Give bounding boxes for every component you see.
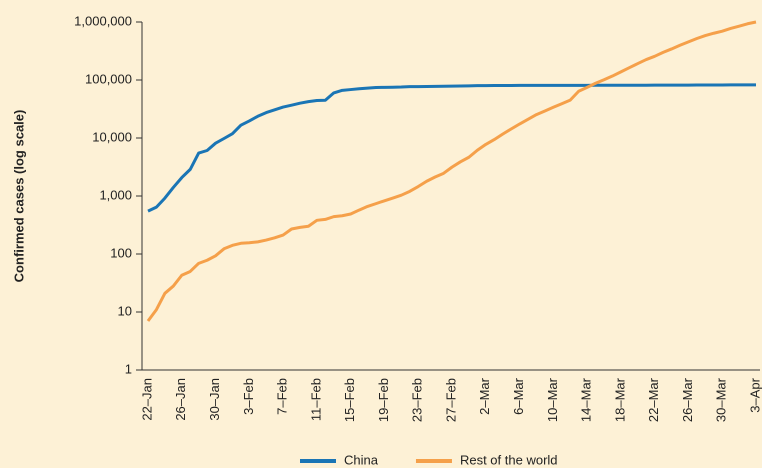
y-tick-label: 100,000 bbox=[85, 71, 132, 86]
x-tick-label: 23–Feb bbox=[410, 378, 425, 422]
x-tick-label: 30–Mar bbox=[714, 377, 729, 422]
y-tick-label: 100 bbox=[110, 245, 132, 260]
legend-label: China bbox=[344, 452, 379, 467]
x-tick-label: 30–Jan bbox=[207, 378, 222, 421]
x-tick-label: 27–Feb bbox=[443, 378, 458, 422]
legend-label: Rest of the world bbox=[460, 452, 558, 467]
x-tick-label: 2–Mar bbox=[477, 377, 492, 415]
y-tick-label: 1,000,000 bbox=[74, 13, 132, 28]
y-tick-label: 10 bbox=[118, 303, 132, 318]
x-tick-label: 19–Feb bbox=[376, 378, 391, 422]
x-tick-label: 22–Mar bbox=[646, 377, 661, 422]
y-tick-label: 10,000 bbox=[92, 129, 132, 144]
x-tick-label: 10–Mar bbox=[545, 377, 560, 422]
x-tick-label: 7–Feb bbox=[275, 378, 290, 415]
x-tick-label: 26–Jan bbox=[173, 378, 188, 421]
y-tick-label: 1,000 bbox=[99, 187, 132, 202]
line bbox=[147, 83, 757, 213]
x-tick-label: 3–Feb bbox=[241, 378, 256, 415]
x-tick-label: 11–Feb bbox=[308, 378, 323, 421]
x-tick-label: 22–Jan bbox=[139, 378, 154, 421]
x-tick-label: 14–Mar bbox=[579, 377, 594, 422]
y-axis-label: Confirmed cases (log scale) bbox=[11, 110, 26, 283]
x-tick-label: 6–Mar bbox=[511, 377, 526, 415]
line bbox=[146, 20, 757, 322]
x-tick-label: 26–Mar bbox=[680, 377, 695, 422]
x-tick-label: 3–Apr bbox=[747, 377, 762, 412]
y-tick-label: 1 bbox=[125, 361, 132, 376]
x-tick-label: 15–Feb bbox=[342, 378, 357, 422]
x-tick-label: 18–Mar bbox=[612, 377, 627, 422]
